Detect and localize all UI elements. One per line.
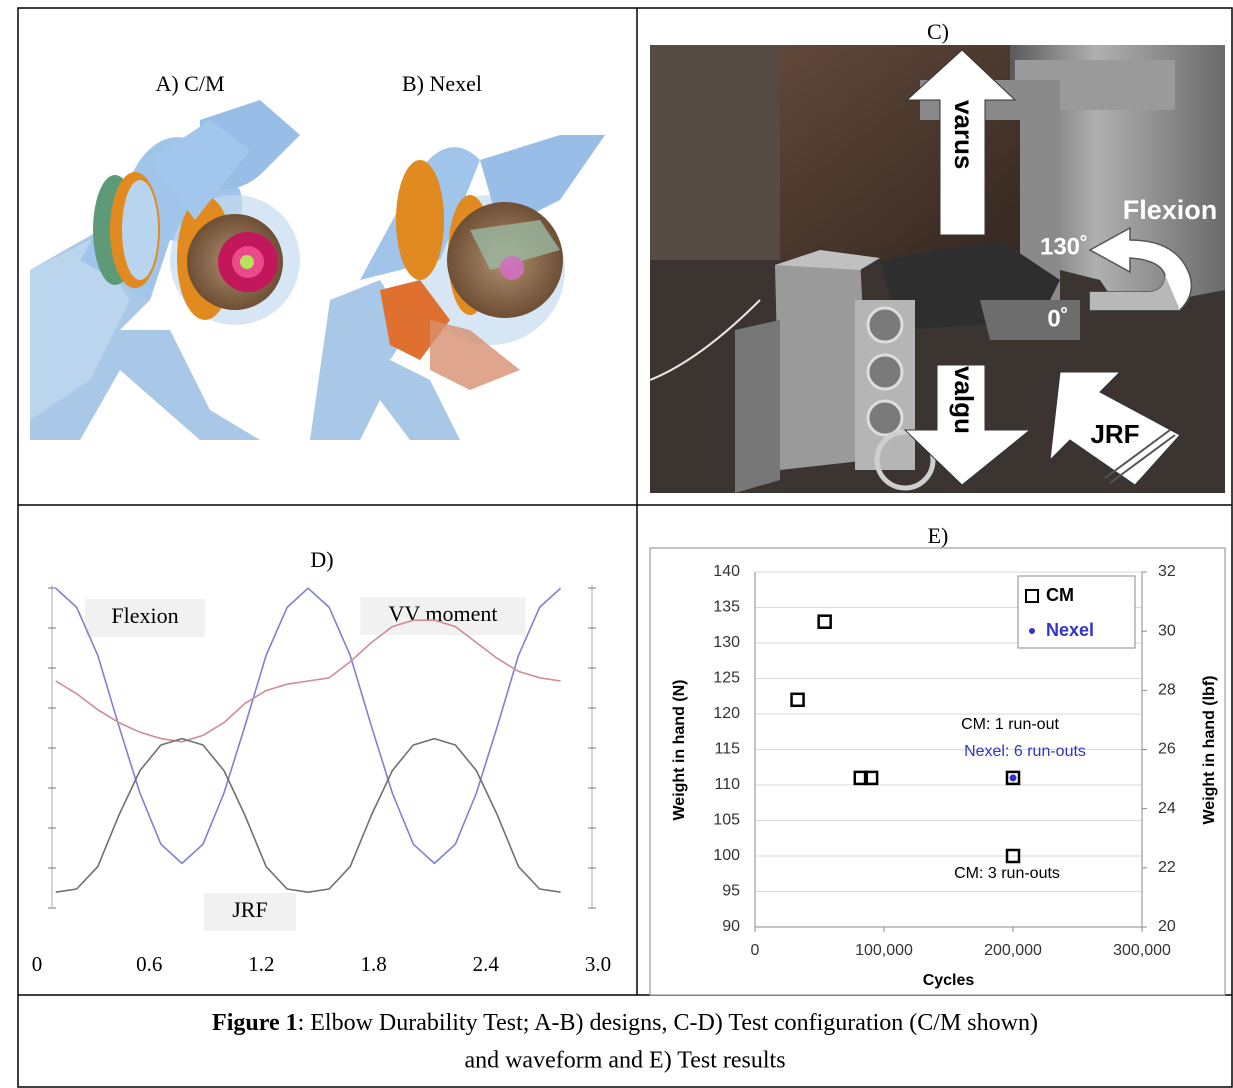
y2-tick-label: 32 <box>1158 563 1176 580</box>
figure: A) C/M B) Nexel C) <box>0 0 1233 1088</box>
y2-tick-label: 26 <box>1158 741 1176 758</box>
legend-label: Nexel <box>1046 620 1094 640</box>
y-tick-label: 135 <box>713 599 740 616</box>
caption-line: and waveform and E) Test results <box>464 1048 785 1074</box>
x-tick-label: 1.8 <box>360 952 386 976</box>
y-tick-label: 105 <box>713 812 740 829</box>
y-tick-label: 95 <box>722 883 740 900</box>
x-tick-label: 1.2 <box>248 952 274 976</box>
legend-label: CM <box>1046 585 1074 605</box>
x-tick-label: 0 <box>32 952 43 976</box>
y-axis-label: Weight in hand (N) <box>671 679 688 820</box>
x-tick-label: 200,000 <box>984 942 1042 959</box>
y-tick-label: 115 <box>714 741 740 758</box>
y-tick-label: 110 <box>714 776 740 793</box>
angle-label: 130˚ <box>1040 233 1088 260</box>
x-tick-label: 3.0 <box>585 952 611 976</box>
x-tick-label: 0 <box>751 942 760 959</box>
panel-label: B) Nexel <box>402 71 482 96</box>
y2-tick-label: 22 <box>1158 859 1176 876</box>
y2-tick-label: 28 <box>1158 682 1176 699</box>
motion-label: Flexion <box>1123 195 1218 225</box>
y2-tick-label: 30 <box>1158 622 1176 639</box>
x-axis-label: Cycles <box>923 972 975 989</box>
series-label: Flexion <box>111 603 178 628</box>
legend-marker <box>1029 628 1035 634</box>
annotation: CM: 1 run-out <box>961 716 1059 733</box>
x-tick-label: 0.6 <box>136 952 162 976</box>
x-tick-label: 300,000 <box>1113 942 1171 959</box>
render-nexel <box>310 135 605 440</box>
chart-title: E) <box>928 523 949 548</box>
annotation: Nexel: 6 run-outs <box>964 743 1086 760</box>
panel-label: C) <box>927 19 949 44</box>
x-tick-label: 2.4 <box>473 952 500 976</box>
y-tick-label: 125 <box>713 670 740 687</box>
y-tick-label: 90 <box>722 918 740 935</box>
y2-tick-label: 20 <box>1158 918 1176 935</box>
force-label: JRF <box>1090 419 1139 449</box>
y2-axis-label: Weight in hand (lbf) <box>1201 675 1218 824</box>
chart-title: D) <box>310 547 333 572</box>
load-label: varus <box>949 100 979 169</box>
caption-line: Figure 1: Elbow Durability Test; A-B) de… <box>212 1010 1038 1036</box>
caption-text: : Elbow Durability Test; A-B) designs, C… <box>298 1010 1038 1036</box>
angle-label: 0˚ <box>1047 305 1068 332</box>
series-label: JRF <box>232 897 267 922</box>
series-line <box>56 739 561 893</box>
render-cm <box>30 100 300 440</box>
caption-label: Figure 1 <box>212 1010 298 1036</box>
y-tick-label: 120 <box>713 705 740 722</box>
y-tick-label: 140 <box>713 563 740 580</box>
y2-tick-label: 24 <box>1158 800 1176 817</box>
x-tick-label: 100,000 <box>855 942 913 959</box>
panel-label: A) C/M <box>155 71 224 96</box>
y-tick-label: 130 <box>713 634 740 651</box>
annotation: CM: 3 run-outs <box>954 865 1060 882</box>
point <box>1010 774 1017 781</box>
series-line <box>56 620 561 742</box>
y-tick-label: 100 <box>713 847 740 864</box>
